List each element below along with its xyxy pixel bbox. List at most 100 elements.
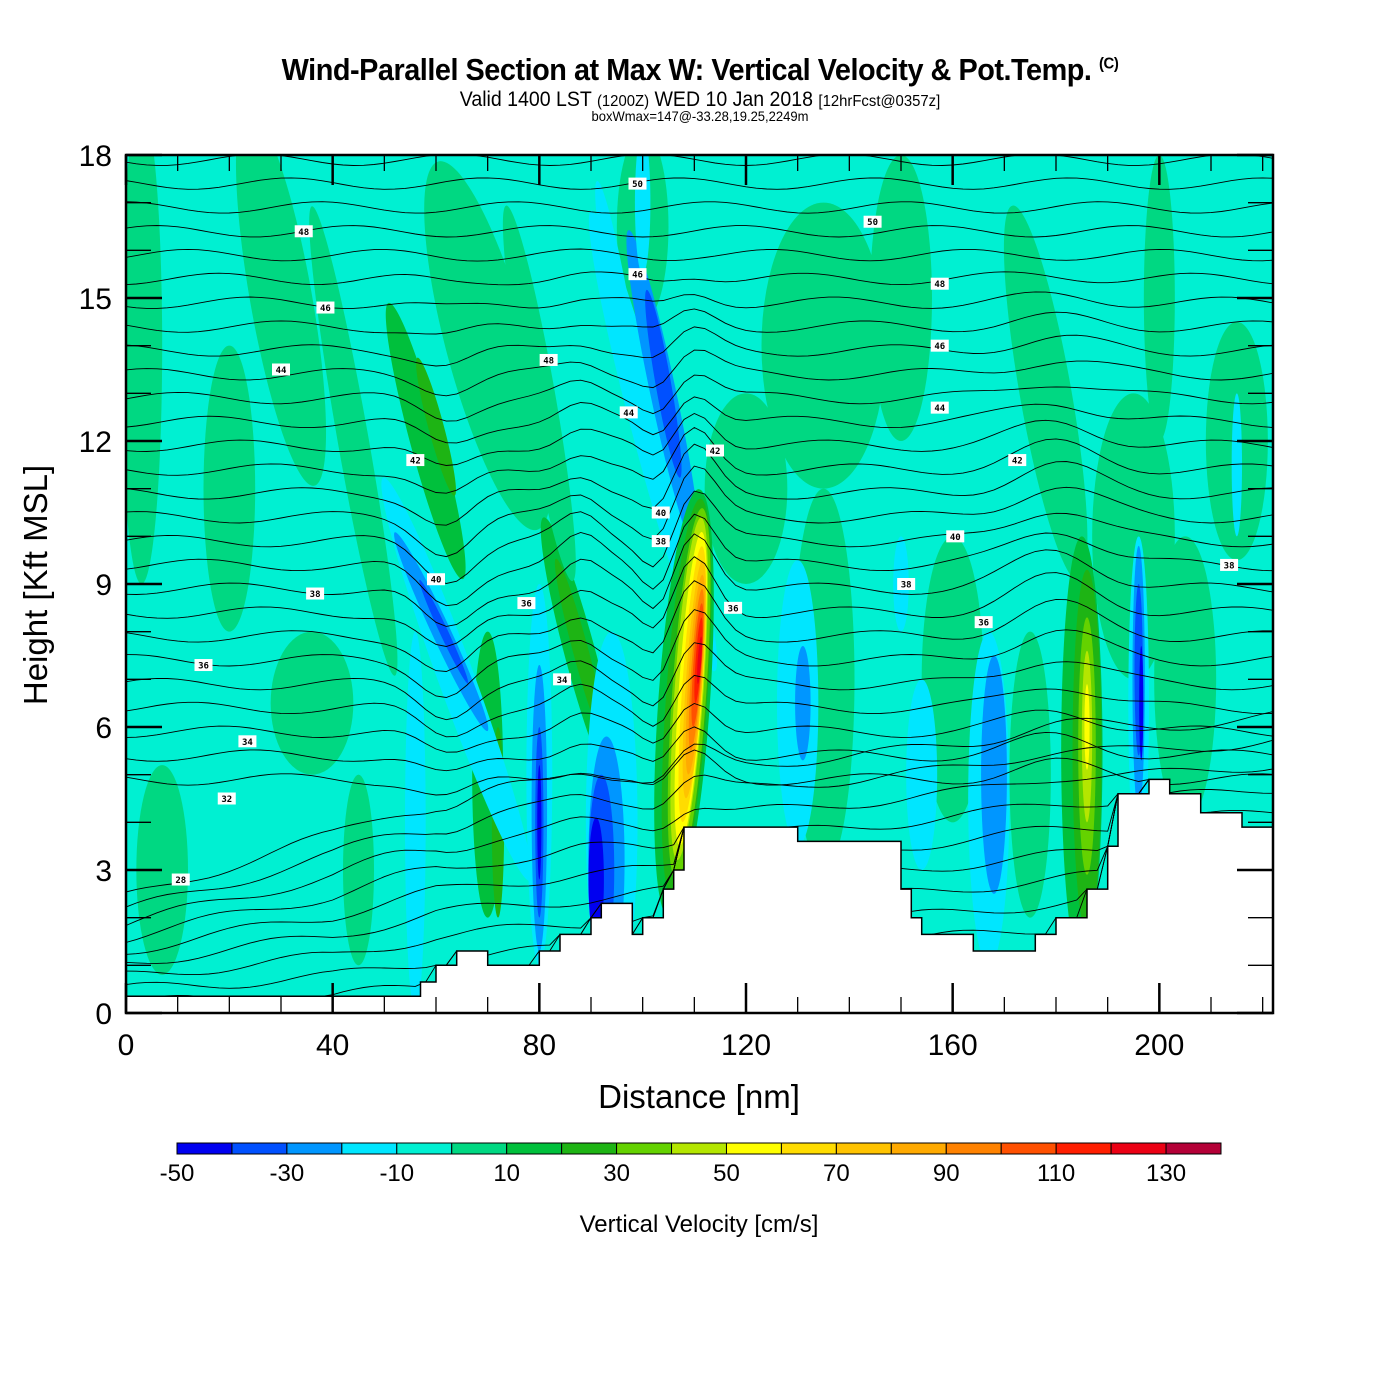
contour-label: 44: [619, 406, 638, 419]
y-tick-label: 0: [95, 998, 112, 1031]
isentrope-line: [126, 225, 1273, 238]
colorbar-tick-label: 110: [1037, 1160, 1075, 1187]
colorbar-swatch: [725, 1142, 782, 1155]
x-tick-label: 80: [523, 1029, 556, 1062]
isentrope-line: [126, 374, 1273, 422]
updraft-region: [136, 765, 189, 975]
contour-label-text: 38: [310, 590, 321, 600]
x-tick-labels: 0 40 80 120 160 200: [118, 1029, 1185, 1062]
colorbar-label: Vertical Velocity [cm/s]: [580, 1211, 819, 1238]
updraft-region: [704, 393, 788, 584]
colorbar-swatch: [671, 1142, 727, 1155]
colorbar-swatch: [945, 1142, 1002, 1155]
updraft-region: [870, 155, 932, 441]
colorbar-tick-label: -30: [270, 1160, 305, 1187]
updraft-region: [343, 774, 374, 966]
contour-label: 32: [217, 792, 236, 805]
contour-label: 48: [930, 277, 949, 290]
isentrope-line: [126, 248, 1273, 262]
isentrope-line: [126, 739, 1273, 908]
isentrope-line: [126, 642, 1273, 721]
contour-label-text: 42: [1012, 457, 1023, 467]
colorbar-tick-label: -10: [379, 1160, 414, 1187]
contour-label: 40: [427, 573, 445, 586]
colorbar-tick-label: 30: [603, 1160, 630, 1187]
updraft-region: [1009, 631, 1051, 918]
isentrope-line: [126, 465, 1273, 558]
contour-label: 36: [724, 601, 743, 614]
isentrope-line: [126, 201, 1273, 214]
contour-label-text: 50: [867, 218, 878, 228]
updraft-region: [203, 345, 256, 632]
isentrope-line: [126, 155, 1273, 166]
contour-label-text: 46: [320, 304, 331, 314]
contour-label-text: 28: [175, 876, 186, 886]
x-tick-label: 160: [928, 1029, 978, 1062]
isentrope-line: [126, 513, 1273, 607]
contour-label: 48: [539, 353, 558, 366]
y-tick-label: 6: [95, 712, 112, 745]
contour-label: 38: [897, 578, 916, 591]
terrain-mask: [125, 778, 1274, 1014]
downdraft-region: [1139, 645, 1144, 761]
contour-label-text: 36: [728, 604, 739, 614]
downdraft-region: [405, 631, 426, 1013]
downdraft-region: [795, 645, 811, 761]
y-tick-labels: 0 3 6 9 12 15 18: [79, 140, 112, 1031]
contour-label: 46: [316, 301, 335, 314]
downdraft-region: [634, 155, 651, 275]
contour-label: 44: [930, 401, 949, 414]
downdraft-region: [1231, 393, 1243, 537]
valid-utc: (1200Z): [596, 93, 650, 110]
isentrope-line: [126, 609, 1273, 698]
contour-label: 38: [306, 587, 325, 600]
colorbar-swatch: [176, 1142, 233, 1155]
x-tick-label: 120: [721, 1029, 771, 1062]
contour-label: 44: [272, 363, 290, 376]
updraft-region: [424, 161, 552, 531]
contour-label-text: 38: [655, 538, 666, 548]
contour-label-text: 48: [934, 280, 945, 290]
x-axis-label: Distance [nm]: [598, 1078, 800, 1115]
contour-label: 36: [517, 597, 536, 610]
isentrope-line: [126, 674, 1273, 738]
updraft-region: [1092, 393, 1175, 680]
downdraft-region: [645, 289, 682, 478]
contour-label: 42: [706, 444, 724, 457]
y-tick-label: 15: [79, 283, 112, 316]
copyright-mark: (C): [1099, 55, 1119, 73]
contour-label-text: 32: [221, 795, 232, 805]
chart-title: Wind-Parallel Section at Max W: Vertical…: [49, 52, 1351, 88]
downdraft-region: [588, 817, 604, 942]
contour-label-text: 36: [198, 662, 209, 672]
downdraft-region: [595, 180, 649, 463]
updraft-region: [235, 155, 327, 486]
chart-subtitle: Valid 1400 LST (1200Z) WED 10 Jan 2018 […: [49, 88, 1351, 112]
colorbar-tick-label: 10: [493, 1160, 520, 1187]
contour-label: 38: [651, 535, 670, 548]
colorbar-swatch: [1110, 1142, 1167, 1155]
isentrope-line: [126, 703, 1273, 753]
updraft-region: [1143, 155, 1175, 441]
y-tick-label: 9: [95, 569, 112, 602]
contour-label-text: 34: [557, 676, 568, 686]
updraft-core-region: [1084, 684, 1090, 770]
contour-label-text: 46: [632, 271, 643, 281]
contour-label-text: 50: [632, 180, 643, 190]
contour-label-text: 42: [410, 457, 421, 467]
contour-label-text: 40: [655, 509, 666, 519]
isentrope-line: [126, 396, 1273, 444]
contour-label-text: 34: [242, 738, 253, 748]
contour-label: 42: [406, 454, 425, 467]
colorbar-swatch: [616, 1142, 673, 1155]
isentrope-line: [126, 326, 1273, 367]
contour-labels: 28 32 34 36 38 40 42 44 46 48 36 34 48 44 46 50 40 38 42 36…: [171, 177, 1239, 886]
isentrope-line: [126, 580, 1273, 672]
isentrope-line: [126, 412, 1273, 466]
y-tick-label: 12: [79, 426, 112, 459]
x-tick-label: 40: [316, 1029, 349, 1062]
updraft-region: [126, 155, 163, 584]
contour-label: 28: [171, 873, 190, 886]
isentrope-line: [126, 767, 1273, 926]
title-text: Wind-Parallel Section at Max W: Vertical…: [281, 52, 1092, 87]
